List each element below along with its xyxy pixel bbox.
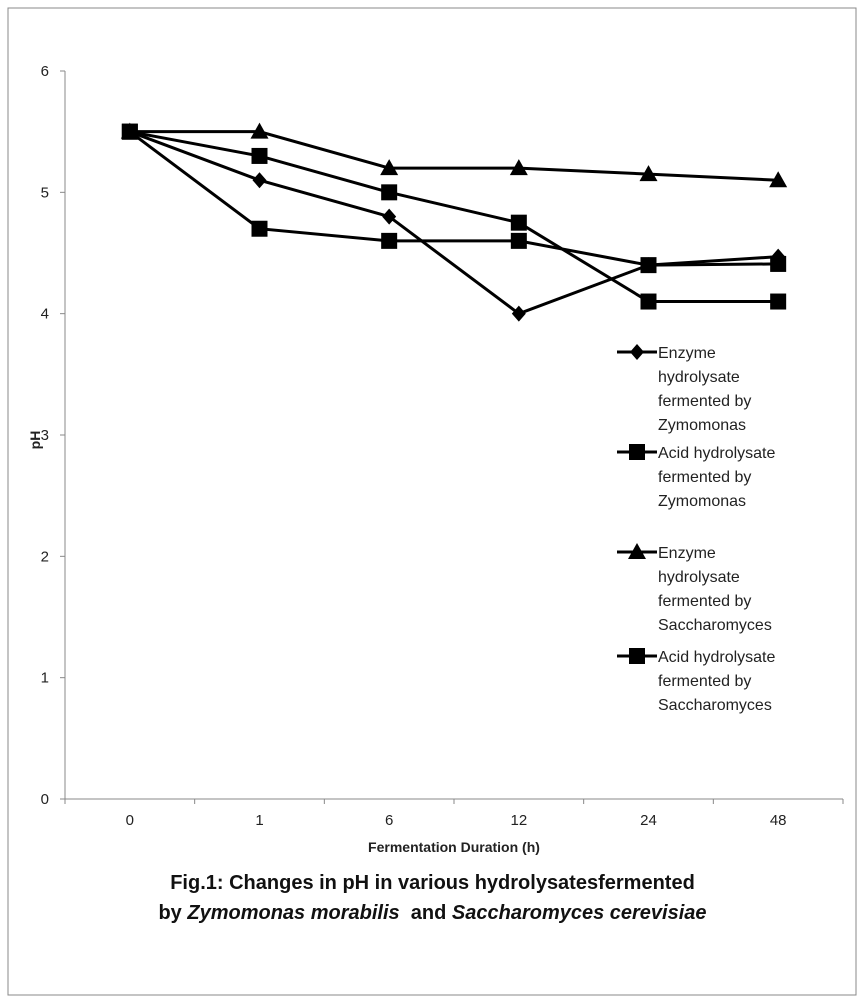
y-tick-label: 2 bbox=[41, 548, 49, 565]
data-point-diamond bbox=[252, 172, 267, 189]
legend-label: Enzyme bbox=[658, 545, 716, 562]
caption-organism-2: Saccharomyces cerevisiae bbox=[451, 902, 707, 924]
x-tick-label: 48 bbox=[770, 812, 787, 829]
caption-by: by bbox=[158, 902, 188, 924]
legend-entry-1: Enzyme hydrolysate fermented by Zymomonas bbox=[617, 344, 751, 434]
series-4 bbox=[121, 123, 787, 310]
data-point-triangle bbox=[380, 159, 399, 176]
legend-label: Zymomonas bbox=[658, 417, 746, 434]
data-point-square bbox=[640, 257, 657, 274]
legend-label: fermented by bbox=[658, 673, 751, 690]
legend-label: Zymomonas bbox=[658, 493, 746, 510]
legend-entry-3: Enzyme hydrolysate fermented by Saccharomyc… bbox=[617, 543, 772, 634]
y-axis-label: pH bbox=[27, 431, 43, 450]
legend-marker-square bbox=[629, 444, 645, 460]
y-tick-label: 6 bbox=[41, 63, 49, 80]
data-point-diamond bbox=[511, 305, 526, 322]
caption-and: and bbox=[399, 902, 452, 924]
data-point-triangle bbox=[769, 171, 788, 188]
data-point-square bbox=[251, 220, 268, 237]
legend-label: fermented by bbox=[658, 469, 751, 486]
data-point-triangle bbox=[250, 122, 269, 139]
series-3 bbox=[120, 122, 788, 188]
data-point-square bbox=[381, 232, 398, 249]
chart-border bbox=[7, 7, 857, 996]
legend-label: Enzyme bbox=[658, 345, 716, 362]
y-tick-label: 1 bbox=[41, 670, 49, 687]
legend-label: fermented by bbox=[658, 393, 751, 410]
legend-label: Saccharomyces bbox=[658, 617, 772, 634]
x-axis-label: Fermentation Duration (h) bbox=[368, 839, 540, 855]
series-line bbox=[129, 130, 779, 304]
data-point-square bbox=[510, 232, 527, 249]
legend-label: hydrolysate bbox=[658, 369, 740, 386]
x-tick-label: 6 bbox=[385, 812, 393, 829]
caption-line-2: by Zymomonas morabilis and Saccharomyces… bbox=[0, 898, 865, 928]
data-point-square bbox=[121, 123, 138, 140]
data-point-square bbox=[510, 214, 527, 231]
data-point-square bbox=[381, 184, 398, 201]
legend-marker-triangle bbox=[628, 543, 646, 559]
legend-label: Acid hydrolysate bbox=[658, 649, 775, 666]
legend-marker-diamond bbox=[630, 344, 644, 360]
data-point-square bbox=[251, 147, 268, 164]
legend-label: fermented by bbox=[658, 593, 751, 610]
caption-organism-1: Zymomonas morabilis bbox=[187, 902, 400, 924]
y-tick-label: 4 bbox=[41, 306, 49, 323]
data-point-square bbox=[770, 255, 787, 272]
data-point-square bbox=[770, 293, 787, 310]
legend-label: hydrolysate bbox=[658, 569, 740, 586]
legend-label: Acid hydrolysate bbox=[658, 445, 775, 462]
legend-entry-2: Acid hydrolysate fermented by Zymomonas bbox=[617, 444, 775, 510]
legend-entry-4: Acid hydrolysate fermented by Saccharomyce… bbox=[617, 648, 775, 714]
y-tick-label: 3 bbox=[41, 427, 49, 444]
x-tick-label: 0 bbox=[126, 812, 134, 829]
legend-marker-square bbox=[629, 648, 645, 664]
x-tick-label: 1 bbox=[255, 812, 263, 829]
figure-caption: Fig.1: Changes in pH in various hydrolys… bbox=[0, 868, 865, 928]
data-point-diamond bbox=[382, 208, 397, 225]
series-line bbox=[128, 130, 779, 267]
series-line bbox=[129, 130, 779, 182]
y-tick-label: 0 bbox=[41, 791, 49, 808]
data-point-triangle bbox=[639, 165, 658, 182]
legend-label: Saccharomyces bbox=[658, 697, 772, 714]
caption-line-1: Fig.1: Changes in pH in various hydrolys… bbox=[170, 872, 695, 894]
data-point-square bbox=[640, 293, 657, 310]
x-tick-label: 12 bbox=[510, 812, 527, 829]
data-point-triangle bbox=[509, 159, 528, 176]
y-tick-label: 5 bbox=[41, 184, 49, 201]
x-tick-label: 24 bbox=[640, 812, 657, 829]
